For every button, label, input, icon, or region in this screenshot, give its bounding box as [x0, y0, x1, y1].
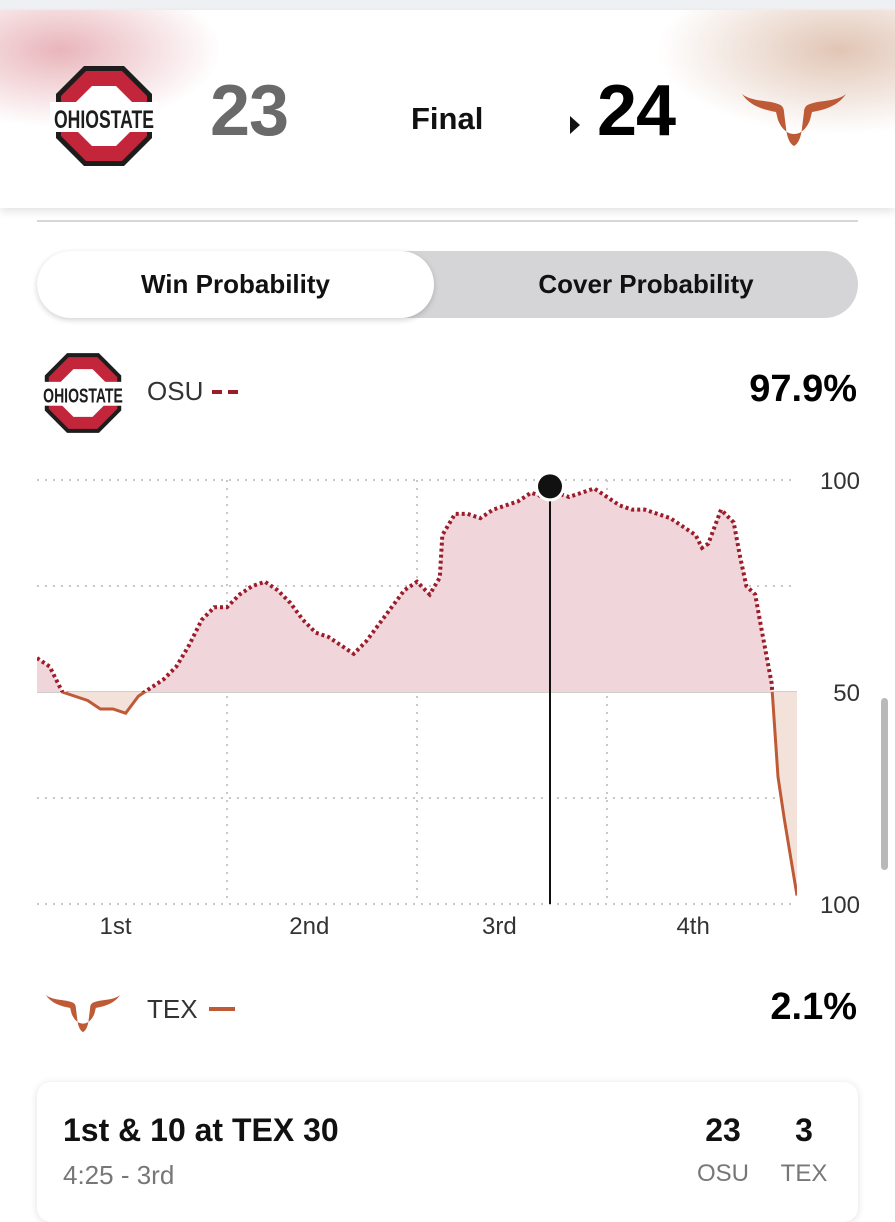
scoreboard: OHIOSTATE 23 Final 24 — [0, 10, 895, 208]
tex-legend-label: TEX — [147, 994, 198, 1024]
osu-logo[interactable]: OHIOSTATE — [48, 62, 160, 175]
osu-line — [37, 486, 775, 692]
osu-legend-logo: OHIOSTATE — [38, 350, 128, 441]
divider — [37, 220, 858, 222]
home-score: 23 — [210, 71, 289, 151]
winner-arrow-icon — [570, 116, 580, 134]
y-tick-label: 100 — [820, 892, 860, 919]
osu-legend-dash-1 — [212, 390, 222, 394]
svg-text:OHIOSTATE: OHIOSTATE — [43, 386, 123, 408]
play-time: 4:25 - 3rd — [63, 1160, 175, 1190]
card-away-score: 3 — [795, 1112, 813, 1148]
osu-legend-label: OSU — [147, 376, 204, 406]
y-tick-label: 50 — [833, 680, 860, 707]
card-home-abbr: OSU — [696, 1160, 749, 1187]
osu-area — [37, 488, 797, 692]
chart-y-labels: 100 50 100 — [820, 468, 860, 919]
play-down-distance: 1st & 10 at TEX 30 — [63, 1112, 339, 1148]
texas-logo[interactable] — [740, 80, 848, 155]
marker-dot — [538, 474, 562, 499]
y-tick-label: 100 — [820, 468, 860, 495]
tex-legend-line — [209, 1007, 235, 1011]
scrollbar[interactable] — [881, 698, 888, 870]
chart-lines — [37, 486, 797, 896]
away-score: 24 — [597, 71, 676, 151]
x-tick-label: 4th — [676, 913, 709, 940]
tab-win-probability[interactable]: Win Probability — [37, 251, 434, 318]
card-away-abbr: TEX — [780, 1160, 828, 1187]
play-card[interactable]: 1st & 10 at TEX 30 4:25 - 3rd 23 3 OSU T… — [37, 1082, 858, 1222]
win-probability-chart[interactable]: 100 50 100 1st 2nd 3rd 4th — [0, 460, 895, 940]
card-home-score: 23 — [705, 1112, 741, 1148]
game-status: Final — [411, 101, 484, 136]
probability-toggle: Win Probability Cover Probability — [37, 251, 858, 318]
osu-win-pct: 97.9% — [749, 368, 857, 410]
tex-win-pct: 2.1% — [770, 986, 857, 1028]
x-tick-label: 3rd — [482, 913, 517, 940]
x-tick-label: 1st — [100, 913, 132, 940]
chart-fills — [37, 488, 797, 896]
osu-legend-dash-2 — [228, 390, 238, 394]
chart-marker — [535, 471, 565, 904]
chart-x-labels: 1st 2nd 3rd 4th — [100, 913, 710, 940]
tex-legend-logo — [40, 985, 126, 1040]
x-tick-label: 2nd — [289, 913, 329, 940]
svg-text:OHIOSTATE: OHIOSTATE — [54, 106, 154, 134]
top-strip — [0, 0, 895, 10]
tab-cover-probability[interactable]: Cover Probability — [538, 269, 754, 299]
